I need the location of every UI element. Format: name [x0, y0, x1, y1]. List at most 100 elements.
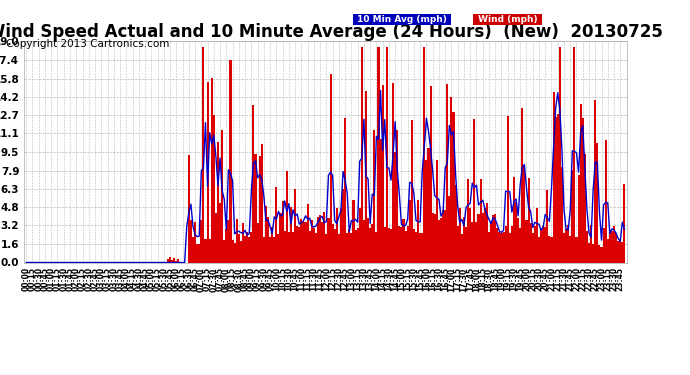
Bar	[565, 229, 567, 262]
Bar	[221, 130, 223, 262]
Bar	[469, 209, 471, 262]
Bar	[413, 229, 415, 262]
Bar	[467, 180, 469, 262]
Bar	[402, 219, 404, 262]
Bar	[444, 210, 446, 262]
Bar	[302, 221, 304, 262]
Bar	[234, 243, 236, 262]
Bar	[490, 223, 492, 262]
Bar	[453, 112, 455, 262]
Bar	[617, 241, 619, 262]
Bar	[455, 186, 457, 262]
Bar	[555, 117, 557, 262]
Bar	[359, 208, 361, 262]
Bar	[334, 229, 336, 262]
Bar	[217, 142, 219, 262]
Bar	[400, 227, 402, 262]
Bar	[259, 156, 261, 262]
Bar	[546, 190, 549, 262]
Bar	[348, 229, 351, 262]
Bar	[398, 226, 400, 262]
Bar	[177, 259, 179, 262]
Bar	[465, 227, 467, 262]
Bar	[279, 213, 282, 262]
Bar	[586, 231, 588, 262]
Bar	[553, 92, 555, 262]
Bar	[240, 241, 242, 262]
Bar	[198, 244, 200, 262]
Bar	[267, 217, 269, 262]
Bar	[380, 140, 382, 262]
Bar	[282, 201, 284, 262]
Bar	[319, 215, 321, 262]
Bar	[351, 233, 353, 262]
Bar	[621, 242, 623, 262]
Bar	[296, 226, 298, 262]
Bar	[228, 220, 230, 262]
Bar	[504, 226, 506, 262]
Bar	[598, 245, 600, 262]
Bar	[406, 226, 408, 262]
Bar	[328, 218, 330, 262]
Bar	[310, 220, 313, 262]
Bar	[361, 47, 363, 262]
Bar	[573, 47, 575, 262]
Bar	[434, 214, 436, 262]
Bar	[596, 142, 598, 262]
Bar	[369, 228, 371, 262]
Bar	[194, 222, 196, 262]
Bar	[542, 226, 544, 262]
Bar	[488, 232, 490, 262]
Bar	[509, 233, 511, 262]
Bar	[513, 177, 515, 262]
Bar	[459, 208, 461, 262]
Bar	[473, 119, 475, 262]
Bar	[196, 244, 198, 262]
Bar	[607, 239, 609, 262]
Bar	[284, 231, 286, 262]
Bar	[602, 228, 604, 262]
Bar	[244, 236, 246, 262]
Bar	[340, 207, 342, 262]
Bar	[210, 78, 213, 262]
Bar	[202, 47, 204, 262]
Bar	[557, 114, 559, 262]
Bar	[496, 228, 498, 262]
Bar	[446, 84, 448, 262]
Bar	[549, 236, 551, 262]
Bar	[525, 219, 528, 262]
Bar	[275, 187, 277, 262]
Bar	[171, 260, 173, 262]
Bar	[292, 232, 294, 262]
Bar	[551, 237, 553, 262]
Bar	[575, 237, 578, 262]
Bar	[190, 220, 192, 262]
Bar	[486, 203, 488, 262]
Bar	[232, 240, 234, 262]
Bar	[298, 227, 300, 262]
Bar	[394, 152, 396, 262]
Bar	[538, 237, 540, 262]
Bar	[390, 229, 392, 262]
Bar	[223, 240, 226, 262]
Bar	[592, 244, 594, 262]
Bar	[480, 179, 482, 262]
Bar	[261, 144, 263, 262]
Bar	[428, 148, 430, 262]
Bar	[506, 116, 509, 262]
Bar	[588, 243, 590, 262]
Bar	[323, 212, 326, 262]
Bar	[382, 85, 384, 262]
Bar	[519, 228, 521, 262]
Bar	[230, 60, 232, 262]
Bar	[367, 218, 369, 262]
Bar	[336, 208, 338, 262]
Bar	[530, 224, 532, 262]
Bar	[169, 256, 171, 262]
Bar	[365, 91, 367, 262]
Bar	[421, 232, 423, 262]
Bar	[604, 140, 607, 262]
Bar	[432, 213, 434, 262]
Bar	[219, 202, 221, 262]
Bar	[423, 47, 425, 262]
